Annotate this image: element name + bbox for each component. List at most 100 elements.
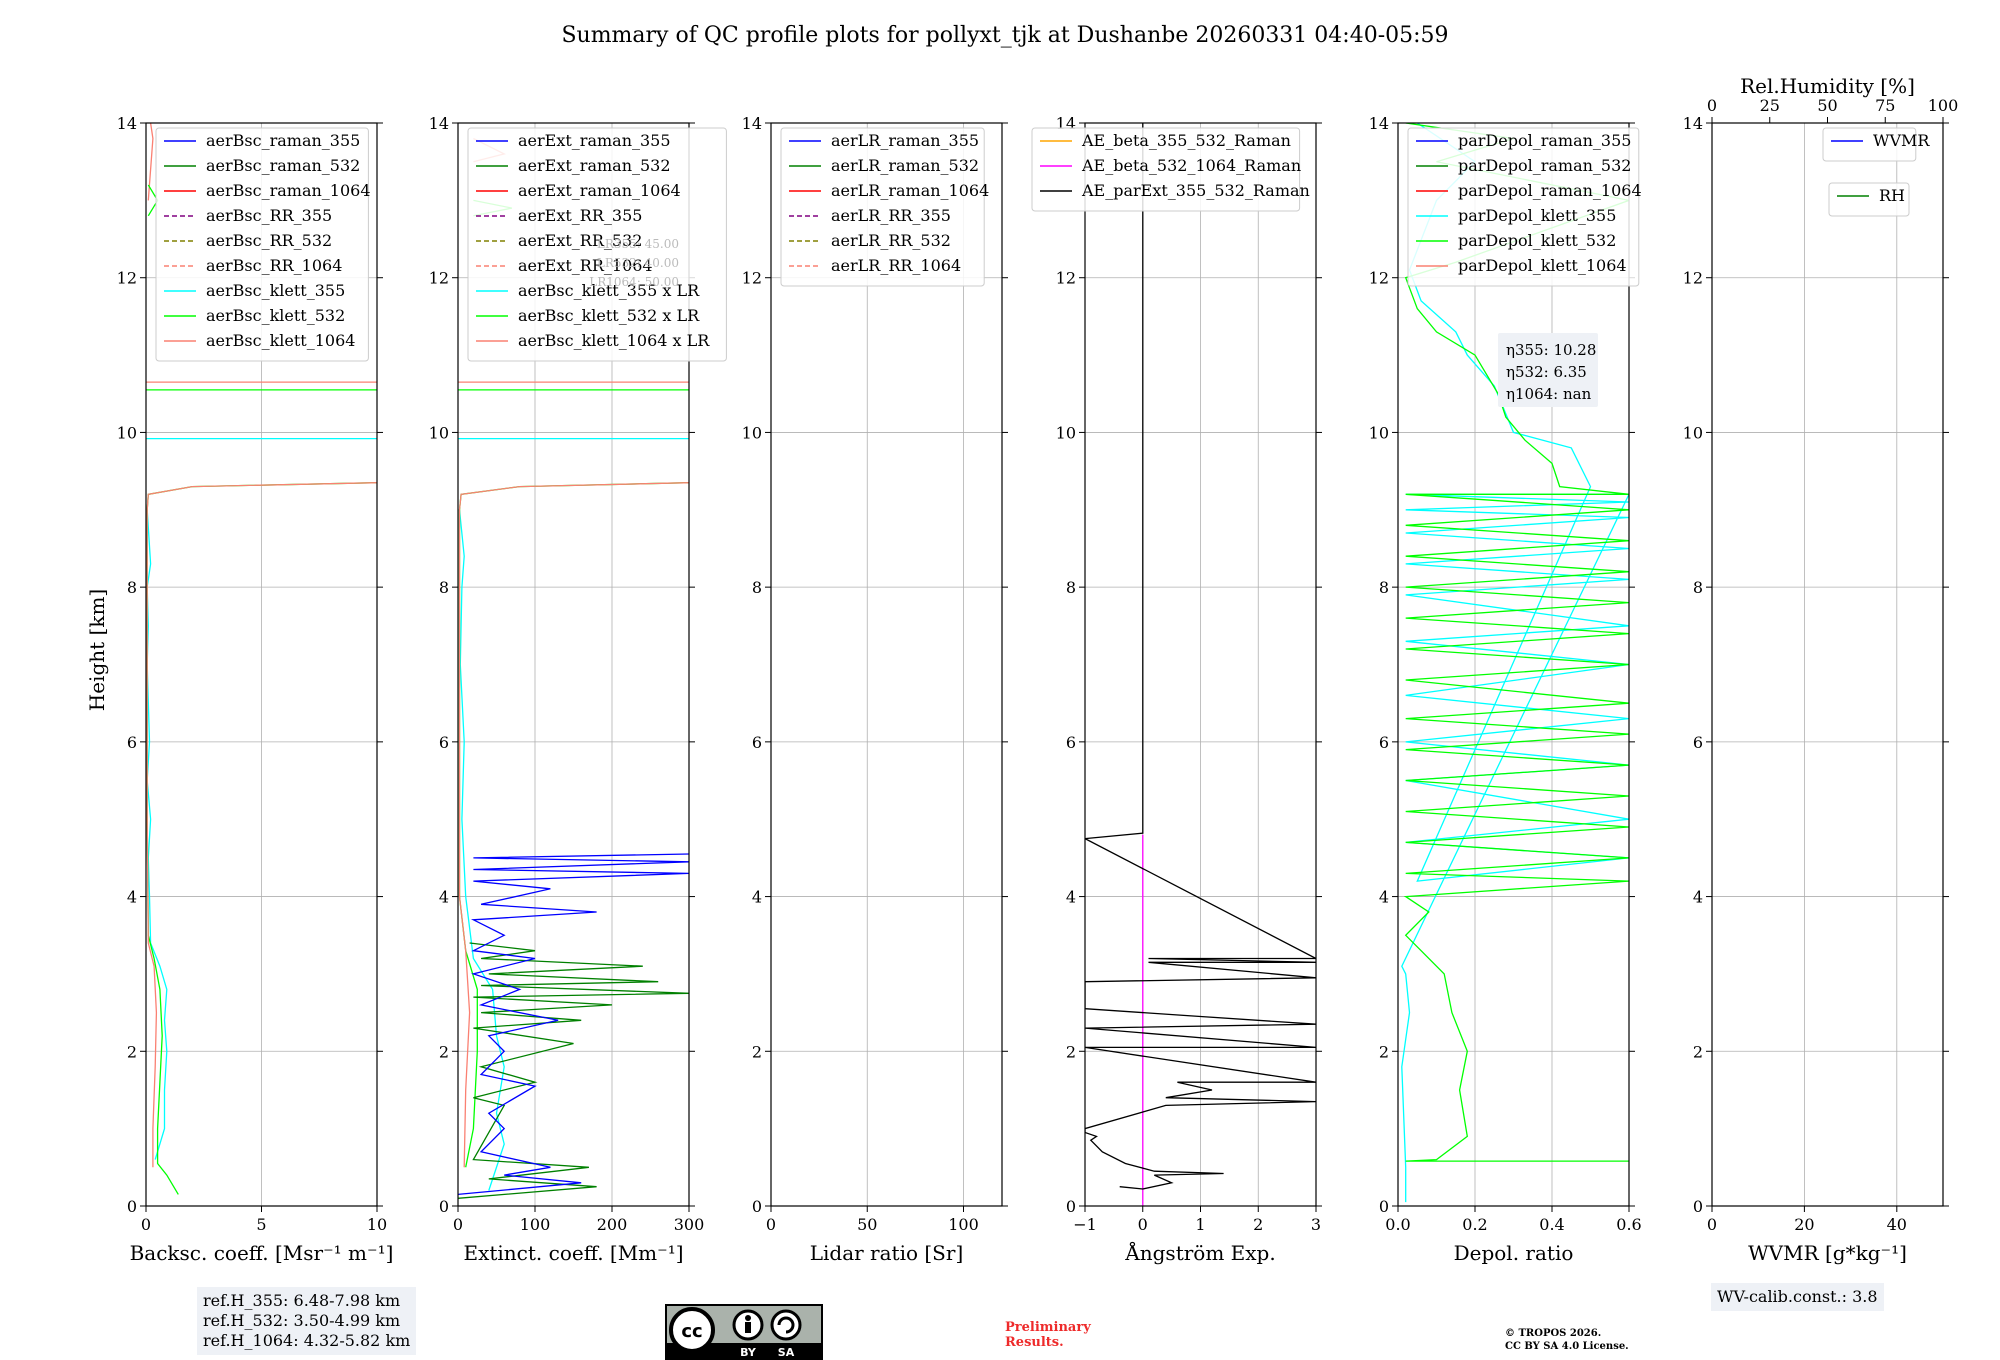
x-tick-label: 50 [857,1215,877,1234]
y-tick-label: 2 [1379,1042,1389,1061]
y-tick-label: 6 [1066,733,1076,752]
y-tick-label: 12 [1369,269,1389,288]
y-tick-label: 4 [1693,888,1703,907]
info-box-bg [1498,333,1598,407]
y-tick-label: 8 [1693,578,1703,597]
x-tick-label: 20 [1794,1215,1814,1234]
legend-entry: AE_parExt_355_532_Raman [1081,181,1310,200]
legend-entry: aerBsc_klett_355 [206,281,345,300]
x-tick-label: 0.0 [1385,1215,1410,1234]
y-tick-label: 14 [429,114,449,133]
reference-height-box: ref.H_355: 6.48-7.98 km ref.H_532: 3.50-… [197,1287,417,1355]
legend-entry: aerLR_RR_532 [831,231,951,250]
top-x-tick-label: 75 [1875,96,1895,115]
y-tick-label: 10 [1369,423,1389,442]
series-aerBsc_klett_355 [146,509,168,1160]
legend-frame [1407,127,1640,287]
y-tick-label: 6 [127,733,137,752]
y-tick-label: 0 [1379,1197,1389,1216]
legend: WVMR [1822,127,1930,162]
legend-entry: parDepol_klett_532 [1458,231,1616,250]
y-tick-label: 2 [1066,1042,1076,1061]
top-axis-label: Rel.Humidity [%] [1740,74,1915,98]
legend-entry: parDepol_klett_355 [1458,206,1616,225]
y-tick-label: 8 [752,578,762,597]
legend-entry: aerExt_raman_1064 [518,181,681,200]
preliminary-note: Preliminary Results. [1005,1320,1091,1350]
axes-frame [457,122,690,1207]
preliminary-line-2: Results. [1005,1335,1064,1350]
series-ext_raman_355 [458,853,689,1196]
y-tick-label: 4 [127,888,137,907]
legend-entry: aerLR_RR_355 [831,206,951,225]
y-tick-label: 14 [117,114,137,133]
x-tick-label: 100 [520,1215,551,1234]
figure-title: Summary of QC profile plots for pollyxt_… [561,23,1448,48]
legend-entry: aerBsc_raman_1064 [206,181,371,200]
legend-frame [1031,127,1301,212]
legend-entry: aerLR_raman_532 [831,156,979,175]
legend-entry: aerBsc_RR_355 [206,206,332,225]
info-box: η355: 10.28 η532: 6.35 η1064: nan [1498,333,1598,407]
x-axis-label: Ångström Exp. [1124,1240,1275,1265]
x-tick-label: 3 [1311,1215,1321,1234]
x-tick-label: 0 [453,1215,463,1234]
y-tick-label: 10 [742,423,762,442]
copyright-line-2: CC BY SA 4.0 License. [1505,1341,1629,1352]
panel-depol: 0 2 4 6 8 10 12 14 0.0 0.2 0.4 0.6 Depol. ratio parDe… [1369,114,1642,1265]
legend-entry: RH [1879,186,1905,205]
info-line: η1064: nan [1506,385,1592,403]
legend-entry: WVMR [1873,131,1930,150]
series-ext_klett_532 [458,482,689,1168]
y-tick-label: 4 [1066,888,1076,907]
series-parDepol_klett_532 [1403,123,1629,1162]
x-tick-label: 0 [766,1215,776,1234]
by-label: BY [740,1346,757,1359]
y-tick-label: 4 [439,888,449,907]
legend-entry: parDepol_raman_532 [1458,156,1631,175]
y-tick-label: 8 [1379,578,1389,597]
legend-entry: aerExt_RR_532 [518,231,642,250]
series-group [1401,123,1629,1203]
x-axis-label: WVMR [g*kg⁻¹] [1748,1241,1907,1265]
info-box: LR355: 45.00 LR532: 40.00 LR1064: 50.00 [589,237,679,289]
y-tick-label: 2 [439,1042,449,1061]
series-ext_klett_1064 [458,482,689,1168]
x-tick-label: 300 [674,1215,705,1234]
legend-entry: aerLR_raman_355 [831,131,979,150]
y-tick-label: 10 [117,423,137,442]
series-ext_klett_355 [458,509,505,1191]
y-tick-label: 12 [1683,269,1703,288]
legend-entry: aerLR_raman_1064 [831,181,989,200]
x-tick-label: −1 [1073,1215,1097,1234]
x-tick-label: 40 [1887,1215,1907,1234]
legend: aerExt_raman_355 aerExt_raman_532 aerExt_r… [467,127,727,362]
y-tick-label: 2 [752,1042,762,1061]
ref-height-532: ref.H_532: 3.50-4.99 km [203,1311,401,1330]
sa-icon [770,1309,802,1341]
y-tick-label: 10 [1056,423,1076,442]
panel-extinction: 0 2 4 6 8 10 12 14 0 100 200 300 Extinct. coeff. [Mm… [429,114,727,1265]
x-tick-label: 200 [597,1215,628,1234]
wv-calibration-box: WV-calib.const.: 3.8 [1711,1283,1884,1311]
legend-frame [155,127,369,362]
legend-entry: aerBsc_klett_532 [206,306,345,325]
ref-height-1064: ref.H_1064: 4.32-5.82 km [203,1331,411,1350]
legend-entry: aerBsc_RR_1064 [206,256,342,275]
series-aerBsc_klett_1064 [146,482,377,1168]
y-tick-label: 2 [1693,1042,1703,1061]
y-tick-label: 6 [752,733,762,752]
x-tick-label: 10 [367,1215,387,1234]
info-line: η532: 6.35 [1506,363,1587,381]
x-tick-label: 0 [141,1215,151,1234]
legend-entry: aerExt_raman_355 [518,131,671,150]
y-tick-label: 8 [1066,578,1076,597]
y-tick-label: 8 [439,578,449,597]
x-tick-label: 0.6 [1616,1215,1641,1234]
info-line: LR532: 40.00 [597,256,679,270]
y-tick-label: 14 [1683,114,1703,133]
